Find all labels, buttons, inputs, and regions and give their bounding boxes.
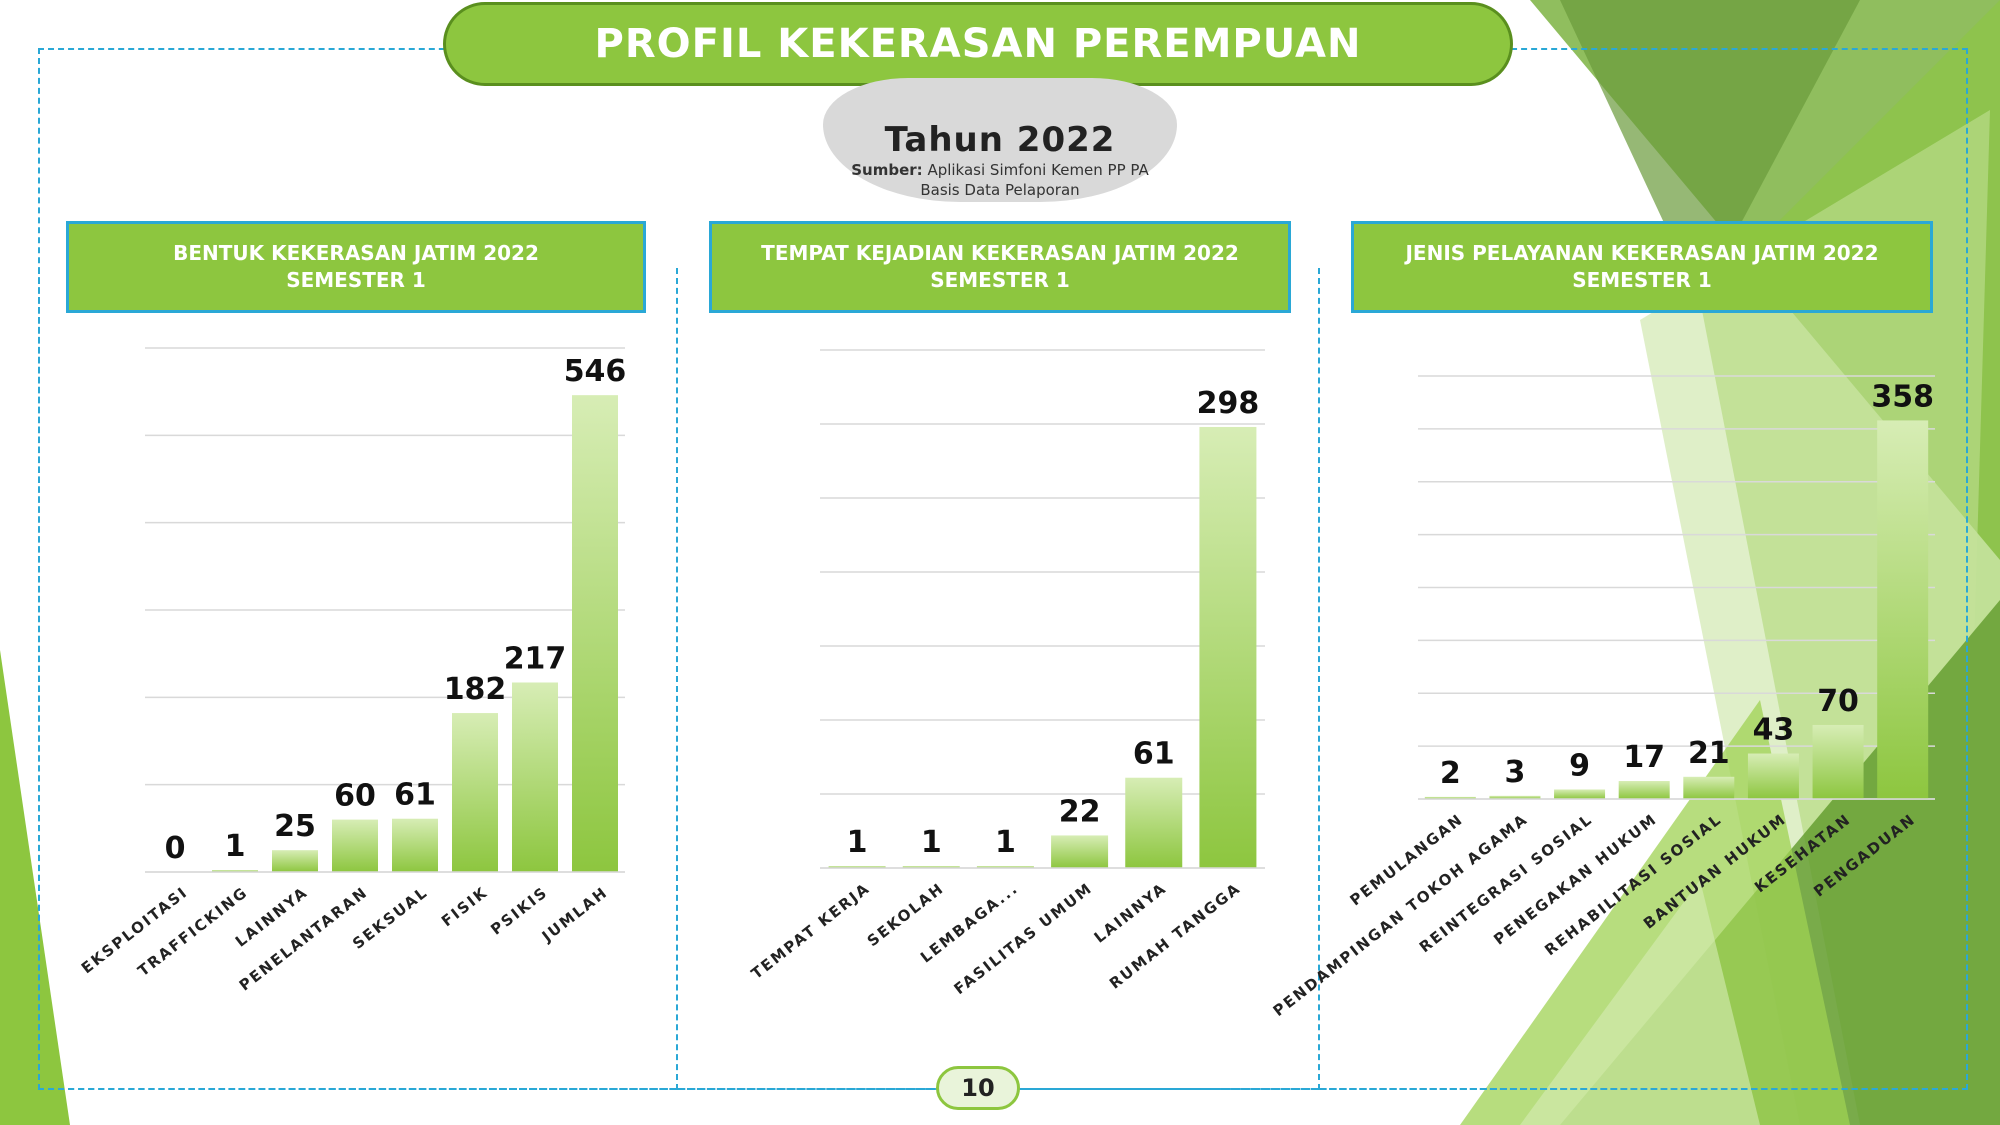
value-label: 70 [1817,684,1859,719]
page-title-banner: PROFIL KEKERASAN PEREMPUAN [443,2,1513,86]
value-label: 21 [1688,736,1730,771]
chart-1-title: BENTUK KEKERASAN JATIM 2022 [173,241,539,265]
value-label: 1 [847,825,868,860]
chart-2-header: TEMPAT KEJADIAN KEKERASAN JATIM 2022 SEM… [709,221,1291,313]
value-label: 25 [274,809,316,844]
bar-bantuan-hukum [1747,753,1799,799]
bar-lembaga- [976,866,1034,868]
bar-reintegrasi-sosial [1554,789,1606,799]
year-badge: Tahun 2022 Sumber: Aplikasi Simfoni Keme… [823,78,1177,202]
chart-frame-3 [1319,268,1968,1090]
value-label: 182 [444,672,507,707]
value-label: 217 [504,641,567,676]
chart-1-subtitle: SEMESTER 1 [286,268,426,292]
chart-2-title: TEMPAT KEJADIAN KEKERASAN JATIM 2022 [761,241,1239,265]
bar-lainnya [272,850,318,872]
bar-lainnya [1125,777,1183,868]
value-label: 22 [1059,794,1101,829]
chart-1-header: BENTUK KEKERASAN JATIM 2022 SEMESTER 1 [66,221,646,313]
bar-penelantaran [332,819,378,872]
bar-rumah-tangga [1199,426,1257,868]
value-label: 0 [165,831,186,866]
bar-seksual [392,818,438,872]
value-label: 60 [334,779,376,814]
value-label: 61 [1133,737,1175,772]
value-label: 1 [921,825,942,860]
bar-penegakan-hukum [1618,781,1670,799]
category-label: PENDAMPINGAN TOKOH AGAMA [1270,810,1532,1020]
category-label: PEMULANGAN [1347,810,1467,909]
value-label: 1 [225,829,246,864]
value-label: 43 [1753,713,1795,748]
bar-pendampingan-tokoh-agama [1489,795,1541,799]
chart-frame-1 [38,268,678,1090]
value-label: 1 [995,825,1016,860]
chart-3-subtitle: SEMESTER 1 [1572,268,1712,292]
value-label: 2 [1440,756,1461,791]
bar-fasilitas-umum [1051,835,1109,868]
value-label: 358 [1871,379,1934,414]
source-line: Sumber: Aplikasi Simfoni Kemen PP PA [823,160,1177,180]
year-label: Tahun 2022 [884,120,1116,160]
value-label: 546 [564,354,627,389]
value-label: 298 [1197,386,1260,421]
bar-fisik [452,713,498,872]
page-number: 10 [936,1066,1020,1110]
value-label: 61 [394,778,436,813]
source-label: Sumber: [851,161,923,179]
bar-rehabilitasi-sosial [1683,776,1735,799]
chart-3-title: JENIS PELAYANAN KEKERASAN JATIM 2022 [1405,241,1879,265]
bar-jumlah [572,395,618,872]
chart-3-header: JENIS PELAYANAN KEKERASAN JATIM 2022 SEM… [1351,221,1933,313]
source-line-2: Basis Data Pelaporan [920,181,1080,199]
bar-trafficking [212,870,258,872]
value-label: 17 [1623,740,1665,775]
source-text: Aplikasi Simfoni Kemen PP PA [927,161,1149,179]
bar-pemulangan [1424,796,1476,799]
value-label: 3 [1505,755,1526,790]
chart-2-subtitle: SEMESTER 1 [930,268,1070,292]
bar-kesehatan [1812,724,1864,799]
bar-tempat-kerja [828,866,886,868]
page-title: PROFIL KEKERASAN PEREMPUAN [594,21,1362,67]
value-label: 9 [1569,748,1590,783]
bar-psikis [512,682,558,872]
bar-pengaduan [1877,420,1929,799]
bar-sekolah [902,866,960,868]
